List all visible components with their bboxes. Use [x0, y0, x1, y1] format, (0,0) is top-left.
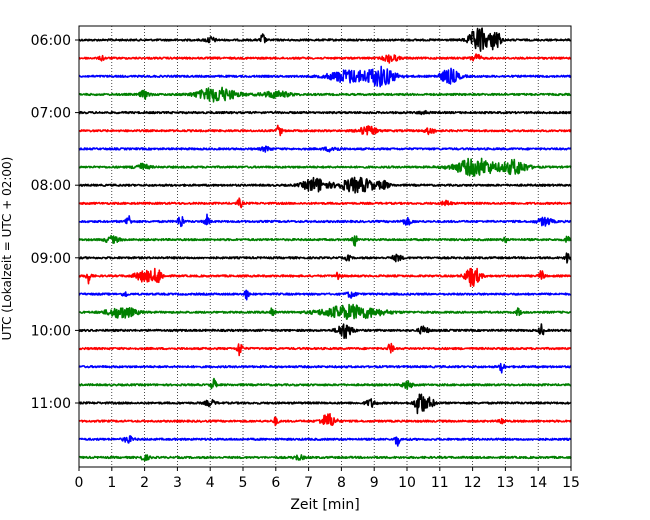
- x-tick-label-7: 7: [304, 475, 313, 491]
- trace-row-19: [78, 377, 572, 390]
- trace-row-2: [78, 65, 572, 88]
- x-axis-ticks: 0 1 2 3 4 5 6 7 8 9 10 11 12 13 14 15: [75, 467, 580, 491]
- y-tick-label-2: 08:00: [31, 178, 71, 194]
- trace-row-15: [78, 303, 572, 320]
- x-tick-label-8: 8: [337, 475, 346, 491]
- y-tick-label-3: 09:00: [31, 251, 71, 267]
- trace-row-4: [78, 109, 572, 116]
- trace-row-6: [78, 145, 572, 153]
- y-axis-ticks: 06:00 07:00 08:00 09:00 10:00 11:00: [31, 33, 79, 412]
- x-tick-label-4: 4: [206, 475, 215, 491]
- trace-row-17: [78, 342, 572, 357]
- x-tick-label-10: 10: [398, 475, 416, 491]
- trace-row-14: [78, 289, 572, 301]
- x-tick-label-14: 14: [529, 475, 547, 491]
- trace-row-9: [78, 197, 572, 209]
- y-tick-label-5: 11:00: [31, 396, 71, 412]
- x-tick-label-6: 6: [271, 475, 280, 491]
- trace-row-1: [78, 53, 572, 64]
- x-tick-label-1: 1: [107, 475, 116, 491]
- trace-row-23: [78, 454, 572, 462]
- x-tick-label-15: 15: [562, 475, 580, 491]
- trace-row-7: [78, 157, 572, 177]
- x-tick-label-2: 2: [140, 475, 149, 491]
- plot-frame: [78, 25, 572, 468]
- x-tick-label-13: 13: [496, 475, 514, 491]
- x-tick-label-0: 0: [75, 475, 84, 491]
- trace-row-18: [78, 362, 572, 374]
- x-tick-label-9: 9: [370, 475, 379, 491]
- y-axis-label: UTC (Lokalzeit = UTC + 02:00): [0, 157, 14, 341]
- x-tick-label-11: 11: [431, 475, 449, 491]
- y-tick-label-1: 07:00: [31, 106, 71, 122]
- x-tick-label-5: 5: [239, 475, 248, 491]
- trace-row-21: [78, 413, 572, 427]
- y-tick-label-0: 06:00: [31, 33, 71, 49]
- trace-row-12: [78, 252, 572, 264]
- trace-row-8: [78, 176, 572, 194]
- vertical-gridlines: [111, 26, 539, 467]
- trace-series: [78, 27, 572, 462]
- trace-row-22: [78, 435, 572, 447]
- y-tick-label-4: 10:00: [31, 323, 71, 339]
- trace-row-11: [78, 234, 572, 247]
- trace-row-10: [78, 213, 572, 228]
- trace-row-5: [78, 124, 572, 137]
- trace-row-20: [78, 393, 572, 415]
- trace-row-0: [78, 27, 572, 52]
- trace-row-13: [78, 267, 572, 287]
- x-tick-label-3: 3: [173, 475, 182, 491]
- x-tick-label-12: 12: [464, 475, 482, 491]
- trace-row-16: [78, 323, 572, 339]
- trace-row-3: [78, 86, 572, 103]
- x-axis-label: Zeit [min]: [290, 497, 359, 513]
